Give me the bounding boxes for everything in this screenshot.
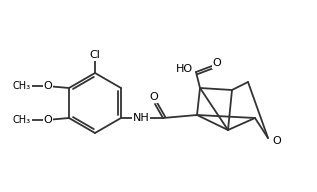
Text: O: O	[150, 92, 158, 102]
Text: HO: HO	[175, 64, 192, 74]
Text: O: O	[44, 81, 52, 91]
Text: O: O	[44, 115, 52, 125]
Text: CH₃: CH₃	[13, 115, 31, 125]
Text: O: O	[273, 136, 281, 146]
Text: Cl: Cl	[90, 50, 100, 60]
Text: NH: NH	[133, 113, 149, 123]
Text: O: O	[213, 58, 221, 68]
Text: CH₃: CH₃	[13, 81, 31, 91]
